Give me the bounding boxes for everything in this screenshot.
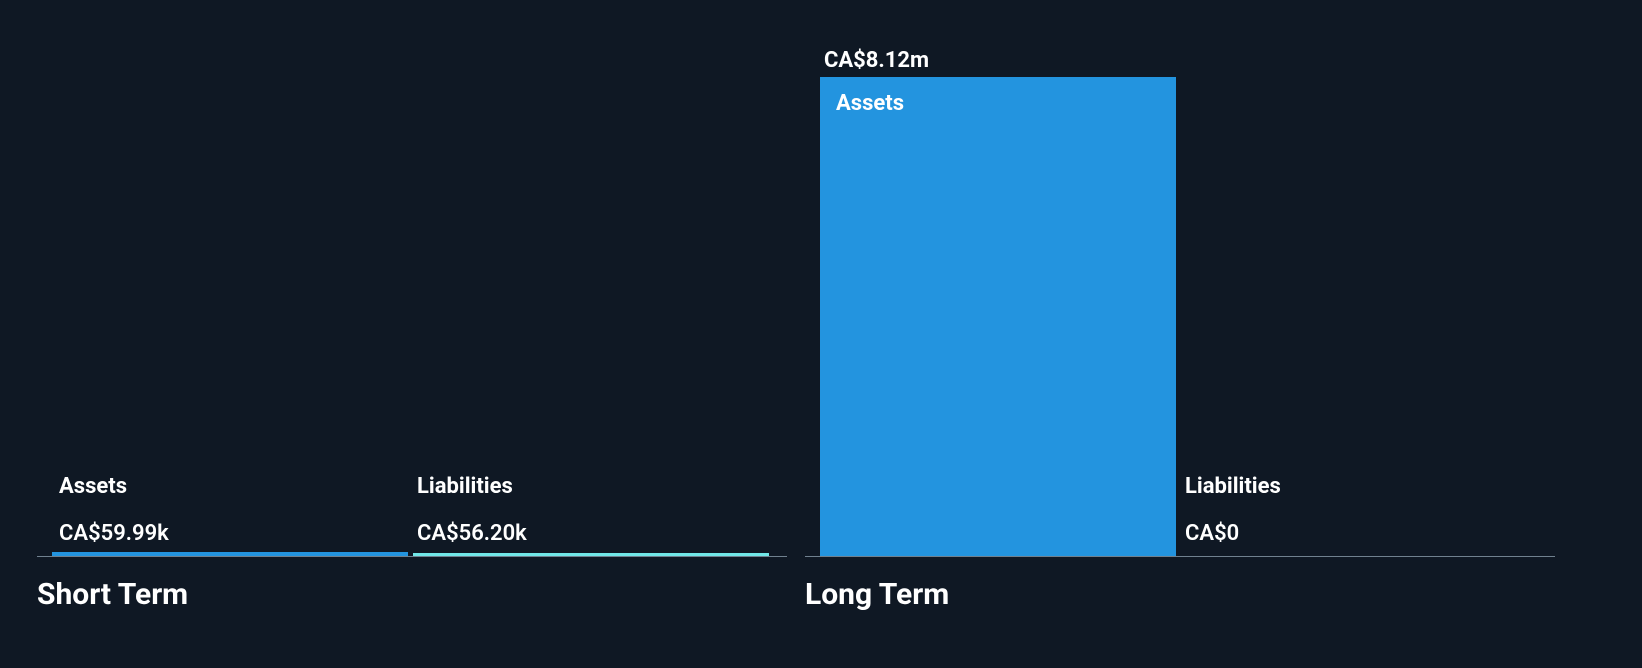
short-term-assets-bar [52,552,408,556]
liabilities-value: CA$56.20k [417,521,527,546]
short-term-assets-info: Assets CA$59.99k [59,474,169,546]
assets-label: Assets [59,474,169,499]
long-term-title: Long Term [805,577,1555,612]
short-term-plot: Assets CA$59.99k Liabilities CA$56.20k [37,0,787,557]
long-term-assets-bar: Assets [820,77,1176,556]
short-term-liabilities-bar [413,553,769,556]
long-term-assets-value: CA$8.12m [824,48,929,73]
long-term-plot: Assets CA$8.12m Liabilities CA$0 [805,0,1555,557]
short-term-title: Short Term [37,577,787,612]
liabilities-value: CA$0 [1185,521,1281,546]
liabilities-label: Liabilities [1185,474,1281,499]
short-term-liabilities-info: Liabilities CA$56.20k [417,474,527,546]
long-term-liabilities-info: Liabilities CA$0 [1185,474,1281,546]
liabilities-label: Liabilities [417,474,527,499]
assets-label: Assets [836,91,904,116]
financial-position-chart: Assets CA$59.99k Liabilities CA$56.20k S… [0,0,1642,668]
short-term-panel: Assets CA$59.99k Liabilities CA$56.20k S… [37,0,787,612]
long-term-panel: Assets CA$8.12m Liabilities CA$0 Long Te… [805,0,1555,612]
assets-value: CA$59.99k [59,521,169,546]
